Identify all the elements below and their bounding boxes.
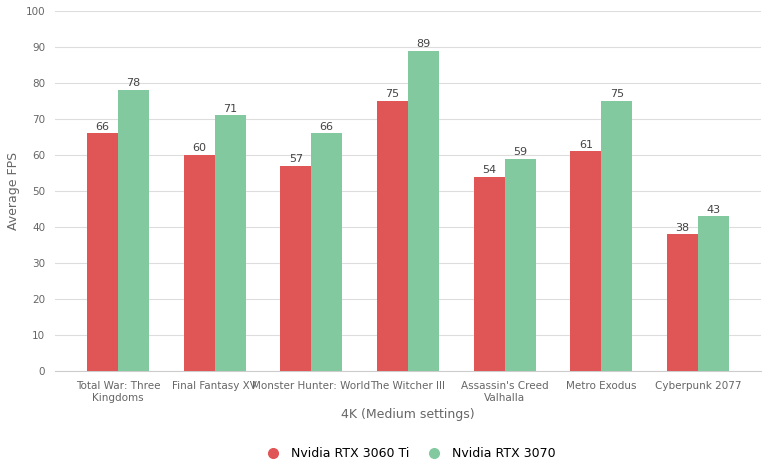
Text: 61: 61 (579, 139, 593, 149)
X-axis label: 4K (Medium settings): 4K (Medium settings) (341, 408, 475, 421)
Text: 43: 43 (707, 205, 720, 215)
Bar (601, 101, 632, 371)
Legend: Nvidia RTX 3060 Ti, Nvidia RTX 3070: Nvidia RTX 3060 Ti, Nvidia RTX 3070 (256, 442, 560, 466)
Bar (667, 234, 698, 371)
Bar (118, 90, 149, 371)
Text: 75: 75 (610, 89, 624, 99)
Text: 78: 78 (126, 79, 141, 89)
Text: 89: 89 (416, 39, 431, 49)
Text: 66: 66 (319, 122, 334, 132)
Text: 60: 60 (192, 143, 206, 153)
Bar (280, 166, 311, 371)
Bar (184, 155, 214, 371)
Bar (377, 101, 408, 371)
Text: 75: 75 (386, 89, 399, 99)
Bar (311, 133, 343, 371)
Text: 57: 57 (289, 154, 303, 164)
Text: 71: 71 (223, 104, 237, 114)
Text: 54: 54 (482, 165, 496, 175)
Y-axis label: Average FPS: Average FPS (7, 152, 20, 230)
Bar (571, 151, 601, 371)
Bar (87, 133, 118, 371)
Text: 59: 59 (513, 147, 527, 157)
Text: 66: 66 (95, 122, 109, 132)
Bar (698, 216, 729, 371)
Text: 38: 38 (676, 223, 690, 233)
Bar (214, 116, 246, 371)
Bar (474, 177, 505, 371)
Bar (505, 159, 535, 371)
Bar (408, 50, 439, 371)
